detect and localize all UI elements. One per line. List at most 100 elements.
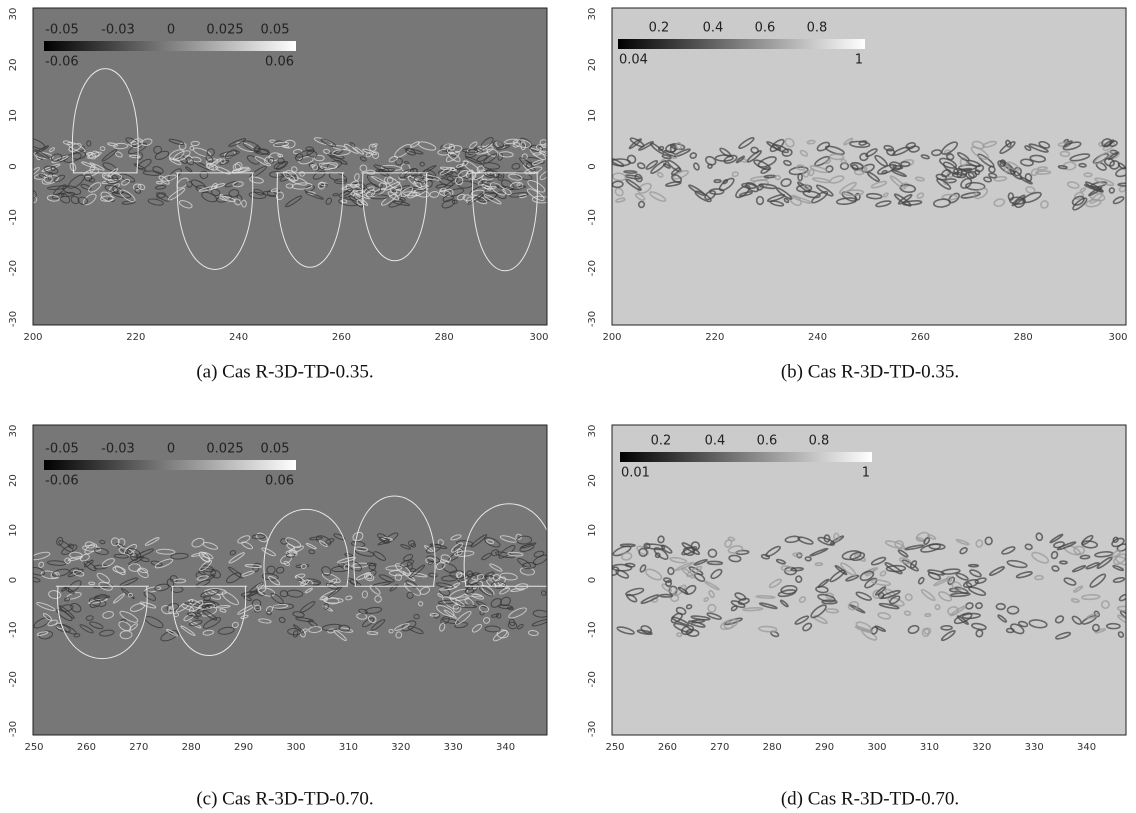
vortex [955, 538, 970, 546]
vortex [323, 148, 330, 154]
vortex [36, 631, 49, 636]
vortex [268, 152, 281, 161]
vortex [444, 169, 460, 178]
vortex [880, 590, 901, 599]
vortex [449, 570, 466, 579]
vortex [677, 586, 689, 595]
vortex [143, 591, 157, 601]
vortex [1024, 543, 1033, 551]
x-tick-label: 240 [229, 332, 248, 343]
colorbar-tick-label: 0.6 [755, 21, 776, 36]
vortex [229, 550, 237, 556]
vortex [409, 568, 417, 573]
vortex [115, 542, 133, 556]
vortex [790, 567, 804, 572]
vortex [251, 599, 262, 608]
vortex [295, 617, 314, 623]
vortex [817, 536, 836, 546]
vortex [904, 593, 913, 602]
vortex [465, 586, 475, 596]
vortex [317, 181, 326, 190]
vortex [62, 140, 72, 146]
vortex [656, 171, 664, 178]
vortex [241, 570, 255, 577]
vortex [67, 543, 75, 549]
vortex [477, 178, 488, 186]
vortex [1069, 153, 1091, 162]
vortex [1051, 565, 1060, 572]
x-tick-label: 320 [391, 742, 410, 753]
x-tick-label: 200 [602, 332, 621, 343]
vortex [225, 572, 242, 584]
vortex [504, 138, 519, 145]
x-tick-label: 270 [129, 742, 148, 753]
vortex [79, 624, 94, 634]
vortex [355, 572, 372, 581]
vortex [439, 167, 453, 176]
vortex [161, 174, 177, 182]
vortex [1059, 560, 1068, 565]
vortex [947, 606, 959, 616]
vortex [1001, 546, 1016, 555]
vortex [806, 139, 816, 145]
vortex [251, 534, 266, 540]
vortex [706, 560, 724, 566]
vortex [171, 586, 184, 593]
vortex [887, 596, 905, 607]
vortex [158, 175, 170, 185]
vortex [1104, 157, 1115, 167]
vortex [178, 155, 188, 164]
vortex [1094, 177, 1115, 186]
vortex [139, 556, 150, 563]
x-tick-label: 280 [1014, 332, 1033, 343]
y-tick-label: 20 [587, 58, 598, 71]
vortex [746, 150, 762, 163]
vortex [825, 608, 840, 614]
vortex [332, 193, 339, 197]
vortex [180, 625, 196, 637]
vortex [141, 138, 153, 146]
vortex [865, 192, 883, 200]
vortex [757, 156, 777, 168]
vortex [507, 606, 514, 611]
x-tick-label: 300 [286, 742, 305, 753]
vortex [755, 195, 765, 206]
vortex [967, 563, 980, 568]
vortex [261, 547, 276, 557]
vortex [107, 197, 115, 202]
vortex [974, 577, 987, 585]
vortex [612, 158, 632, 167]
x-tick-label: 310 [920, 742, 939, 753]
vortex [809, 547, 829, 557]
x-tick-label: 200 [23, 332, 42, 343]
vortex [137, 158, 152, 170]
vortex [43, 165, 59, 175]
vortex [707, 603, 717, 613]
vortex [85, 615, 94, 621]
vortex [363, 186, 375, 194]
vortex [102, 162, 117, 172]
vortex [650, 160, 668, 175]
vortex [855, 621, 872, 632]
x-tick-label: 260 [77, 742, 96, 753]
panel: 250 260 270 280 290 300 310 320 330 340 30 20 10 0 -10… [8, 424, 548, 809]
vortex [208, 158, 222, 168]
vortex [875, 200, 892, 208]
colorbar-tick-label: 0.8 [807, 21, 828, 36]
vortex [804, 556, 812, 562]
y-tick-label: 10 [8, 109, 19, 122]
vortex [67, 174, 85, 189]
y-tick-label: 30 [8, 8, 19, 21]
vortex [823, 534, 831, 543]
vortex [248, 191, 267, 199]
colorbar-tick-label: -0.03 [101, 23, 135, 38]
x-tick-label: 330 [444, 742, 463, 753]
vortex [960, 177, 973, 189]
vortex [850, 161, 864, 170]
vortex [1035, 170, 1052, 175]
vortex [897, 549, 909, 558]
vortex [874, 586, 887, 596]
x-tick-label: 260 [911, 332, 930, 343]
vortex [155, 548, 176, 555]
vortex [343, 143, 359, 154]
